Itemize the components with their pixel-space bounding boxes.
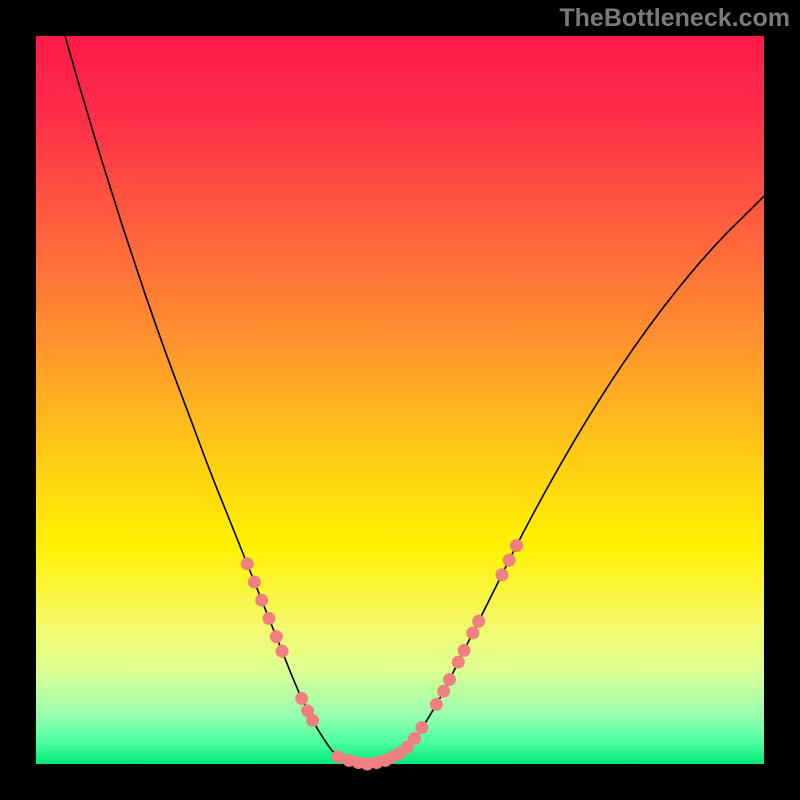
marker-point xyxy=(248,576,261,589)
marker-point xyxy=(241,557,254,570)
marker-point xyxy=(510,539,523,552)
marker-point xyxy=(458,644,471,657)
marker-point xyxy=(466,626,479,639)
marker-point xyxy=(262,612,275,625)
marker-point xyxy=(415,721,428,734)
bottleneck-curve-chart xyxy=(0,0,800,800)
watermark: TheBottleneck.com xyxy=(559,4,790,33)
marker-point xyxy=(430,698,443,711)
plot-background xyxy=(36,36,764,764)
marker-point xyxy=(452,656,465,669)
chart-container: TheBottleneck.com xyxy=(0,0,800,800)
marker-point xyxy=(306,714,319,727)
marker-point xyxy=(270,630,283,643)
marker-point xyxy=(443,673,456,686)
marker-point xyxy=(472,615,485,628)
marker-point xyxy=(437,685,450,698)
marker-point xyxy=(295,692,308,705)
marker-point xyxy=(495,568,508,581)
marker-point xyxy=(408,732,421,745)
marker-point xyxy=(503,554,516,567)
marker-point xyxy=(276,645,289,658)
marker-point xyxy=(255,594,268,607)
